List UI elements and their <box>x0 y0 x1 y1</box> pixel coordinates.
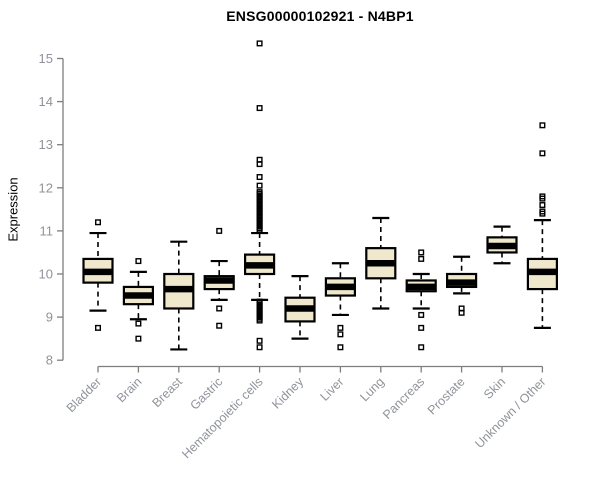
x-category-label: Liver <box>317 375 346 404</box>
box-breast <box>163 240 195 351</box>
outlier-point <box>539 150 546 157</box>
outlier-point <box>539 122 546 129</box>
x-category-label: Kidney <box>269 374 306 411</box>
x-category-label: Unknown / Other <box>472 375 548 451</box>
y-tick-label: 11 <box>40 223 54 238</box>
box-kidney <box>284 275 316 340</box>
outlier-point <box>256 161 263 168</box>
y-tick-label: 10 <box>39 267 53 282</box>
outlier-point <box>256 40 263 47</box>
x-category-label: Gastric <box>187 375 225 413</box>
outlier-point <box>418 255 425 262</box>
y-tick-label: 14 <box>39 94 53 109</box>
outlier-point <box>135 335 142 342</box>
x-category-label: Brain <box>114 375 145 406</box>
x-category-label: Prostate <box>425 375 468 418</box>
outlier-point <box>256 317 263 324</box>
outlier-point <box>337 331 344 338</box>
y-tick-label: 15 <box>39 51 53 66</box>
outlier-point <box>337 324 344 331</box>
outlier-point <box>418 249 425 256</box>
x-category-label: Skin <box>481 375 508 402</box>
outlier-point <box>418 311 425 318</box>
outlier-point <box>539 210 546 217</box>
outlier-point <box>256 344 263 351</box>
box-brain <box>122 258 155 342</box>
box-prostate <box>446 255 478 316</box>
x-category-label: Bladder <box>64 375 104 415</box>
outlier-point <box>94 324 101 331</box>
outlier-point <box>418 344 425 351</box>
box-liver <box>324 262 356 351</box>
outlier-point <box>256 174 263 181</box>
y-tick-label: 8 <box>46 353 53 368</box>
x-category-label: Hematopoietic cells <box>179 375 266 462</box>
box-skin <box>486 225 518 265</box>
outlier-point <box>256 337 263 344</box>
outlier-point <box>94 219 101 226</box>
outlier-point <box>216 305 223 312</box>
outlier-point <box>135 258 142 265</box>
box-bladder <box>82 219 114 331</box>
outlier-point <box>135 320 142 327</box>
chart-title: ENSG00000102921 - N4BP1 <box>226 8 414 24</box>
outlier-point <box>256 227 263 234</box>
x-category-label: Breast <box>149 374 185 410</box>
y-tick-label: 9 <box>46 310 53 325</box>
outlier-point <box>337 344 344 351</box>
outlier-point <box>216 322 223 329</box>
x-category-label: Lung <box>357 375 387 405</box>
outlier-point <box>216 227 223 234</box>
box-lung <box>365 216 397 310</box>
outlier-point <box>256 105 263 112</box>
y-tick-label: 12 <box>39 180 53 195</box>
box-unknown-other <box>526 122 559 329</box>
box-gastric <box>203 227 235 329</box>
outlier-point <box>458 309 465 316</box>
outlier-point <box>539 195 546 202</box>
x-category-label: Pancreas <box>380 375 427 422</box>
y-tick-label: 13 <box>39 137 53 152</box>
outlier-point <box>418 324 425 331</box>
outlier-point <box>256 182 263 189</box>
box-hematopoietic-cells <box>244 40 276 351</box>
outlier-point <box>539 202 546 209</box>
box-pancreas <box>405 249 437 351</box>
